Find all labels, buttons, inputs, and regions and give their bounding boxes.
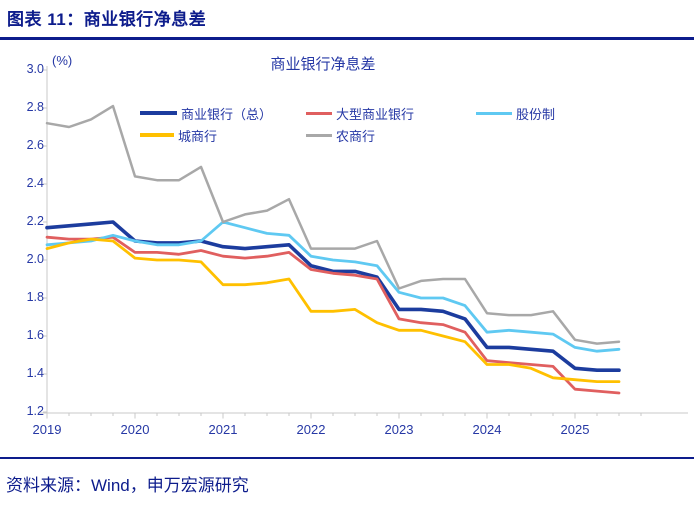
legend-label-jointstock: 股份制: [516, 106, 556, 122]
y-tick-label: 1.2: [26, 404, 44, 418]
series-line-股份制: [45, 220, 621, 353]
legend-item-city: 城商行: [140, 127, 218, 144]
legend-swatch-total-icon: [140, 111, 177, 115]
y-tick-label: 1.8: [26, 290, 44, 304]
y-tick-label: 3.0: [26, 62, 44, 76]
y-tick-label: 2.8: [26, 100, 44, 114]
legend-item-jointstock: 股份制: [476, 105, 556, 122]
legend-label-city: 城商行: [178, 128, 218, 144]
legend-swatch-jointstock-icon: [476, 111, 512, 115]
y-tick-label: 2.0: [26, 252, 44, 266]
figure-title: 图表 11：商业银行净息差: [7, 10, 207, 29]
y-axis-unit-label: (%): [52, 53, 73, 68]
series-line-城商行: [45, 237, 621, 384]
x-tick-label: 2024: [472, 422, 502, 437]
legend-item-total: 商业银行（总）: [140, 105, 273, 122]
chart-title: 商业银行净息差: [270, 56, 376, 73]
legend-swatch-rural-icon: [306, 133, 332, 137]
legend-swatch-city-icon: [140, 133, 174, 137]
legend-label-rural: 农商行: [336, 128, 376, 144]
x-tick-label: 2023: [384, 422, 414, 437]
y-tick-label: 1.6: [26, 328, 44, 342]
y-tick-label: 2.6: [26, 138, 44, 152]
legend-label-large: 大型商业银行: [336, 106, 415, 122]
x-tick-label: 2022: [296, 422, 326, 437]
legend-item-rural: 农商行: [306, 127, 376, 144]
x-tick-label: 2020: [120, 422, 150, 437]
y-tick-label: 2.2: [26, 214, 44, 228]
series-line-商业银行（总）: [45, 220, 621, 373]
x-tick-label: 2025: [560, 422, 590, 437]
x-tick-label: 2019: [32, 422, 62, 437]
header-divider: [0, 37, 694, 40]
y-tick-label: 1.4: [26, 366, 44, 380]
legend-swatch-large-icon: [306, 111, 332, 115]
y-tick-label: 2.4: [26, 176, 44, 190]
series-line-农商行: [45, 104, 621, 345]
source-text: 资料来源：Wind，申万宏源研究: [6, 476, 249, 495]
x-tick-label: 2021: [208, 422, 238, 437]
legend-item-large: 大型商业银行: [306, 105, 415, 122]
source-divider: [0, 457, 694, 459]
series-line-大型商业银行: [45, 235, 621, 395]
legend-label-total: 商业银行（总）: [181, 106, 273, 122]
